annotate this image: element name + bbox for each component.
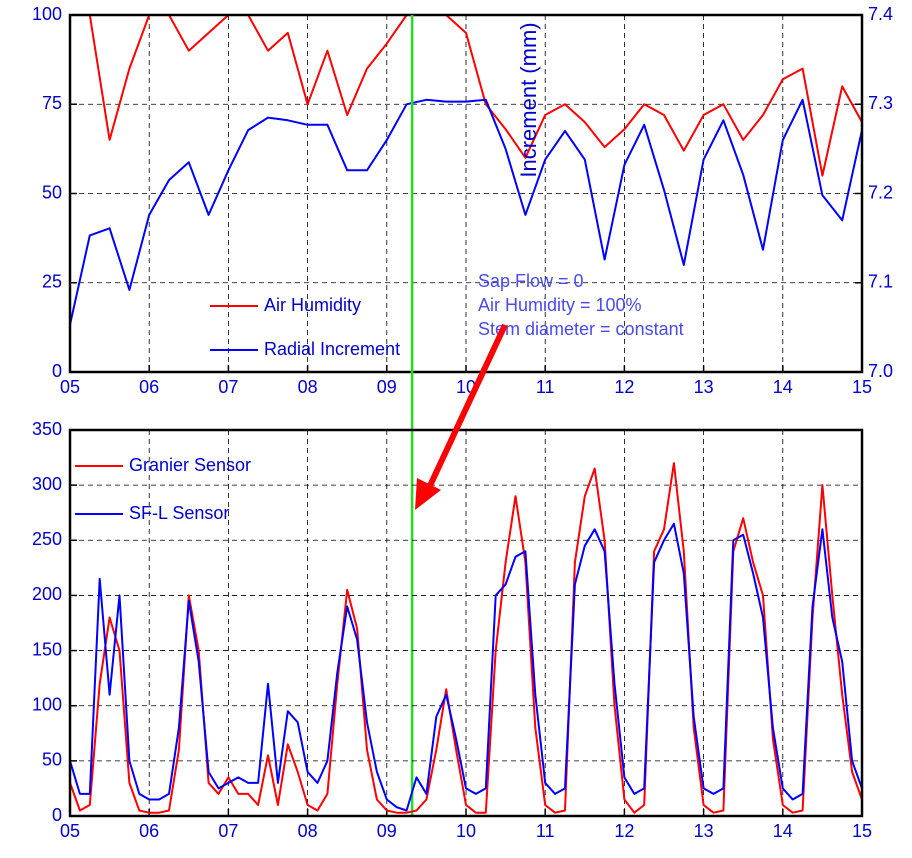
plot-frame	[68, 428, 864, 818]
y2-tick-label: 7.0	[868, 361, 893, 381]
x-tick-label: 11	[536, 377, 555, 397]
y2-tick-label: 7.2	[868, 182, 893, 202]
plots: 05 06 07 08 09 10 11 12 13 14 1502550751007.07.17.…	[32, 4, 893, 841]
x-tick-label: 06	[139, 821, 159, 841]
series-group	[70, 462, 862, 814]
x-tick-label: 07	[218, 377, 238, 397]
x-tick-label: 09	[377, 821, 397, 841]
x-tick-label: 09	[377, 377, 397, 397]
y-tick-label: 25	[42, 272, 62, 292]
y-tick-label: 100	[32, 4, 62, 24]
y-tick-label: 0	[52, 361, 62, 381]
x-tick-label: 07	[218, 821, 238, 841]
series-group	[70, 15, 862, 325]
series-line	[70, 522, 862, 812]
x-tick-label: 15	[852, 821, 872, 841]
series-line	[70, 15, 862, 177]
arrow-head	[415, 478, 441, 510]
x-tick-label: 11	[536, 821, 555, 841]
x-tick-label: 14	[773, 377, 793, 397]
legend-label: SF-L Sensor	[129, 503, 229, 523]
series-line	[70, 98, 862, 325]
y-tick-label: 250	[32, 529, 62, 549]
y-tick-label: 150	[32, 639, 62, 659]
y-tick-label: 50	[42, 182, 62, 202]
x-tick-label: 08	[298, 821, 318, 841]
x-tick-label: 15	[852, 377, 872, 397]
x-tick-label: 14	[773, 821, 793, 841]
x-tick-label: 05	[60, 377, 80, 397]
x-tick-label: 10	[456, 821, 476, 841]
legend-label: Radial Increment	[264, 339, 400, 359]
y-tick-label: 200	[32, 584, 62, 604]
arrow	[425, 323, 508, 492]
y-tick-label: 50	[42, 750, 62, 770]
x-tick-label: 13	[694, 821, 714, 841]
x-tick-label: 12	[614, 377, 634, 397]
x-tick-label: 13	[694, 377, 714, 397]
annotation: Air Humidity = 100%	[478, 295, 642, 315]
plot-frame	[68, 13, 864, 374]
y-tick-label: 300	[32, 474, 62, 494]
y2-tick-label: 7.3	[868, 93, 893, 113]
annotation: Stem diameter = constant	[478, 319, 684, 339]
x-tick-label: 08	[298, 377, 318, 397]
y2-axis-label: Increment (mm)	[516, 22, 541, 177]
x-tick-label: 05	[60, 821, 80, 841]
y2-tick-label: 7.4	[868, 4, 893, 24]
annotation: Sap Flow = 0	[478, 271, 584, 291]
x-tick-label: 12	[614, 821, 634, 841]
legend-label: Air Humidity	[264, 295, 361, 315]
y-tick-label: 100	[32, 694, 62, 714]
y-tick-label: 0	[52, 805, 62, 825]
y2-tick-label: 7.1	[868, 272, 893, 292]
y-tick-label: 75	[42, 93, 62, 113]
x-tick-label: 06	[139, 377, 159, 397]
legend-label: Granier Sensor	[129, 455, 251, 475]
y-tick-label: 350	[32, 419, 62, 439]
